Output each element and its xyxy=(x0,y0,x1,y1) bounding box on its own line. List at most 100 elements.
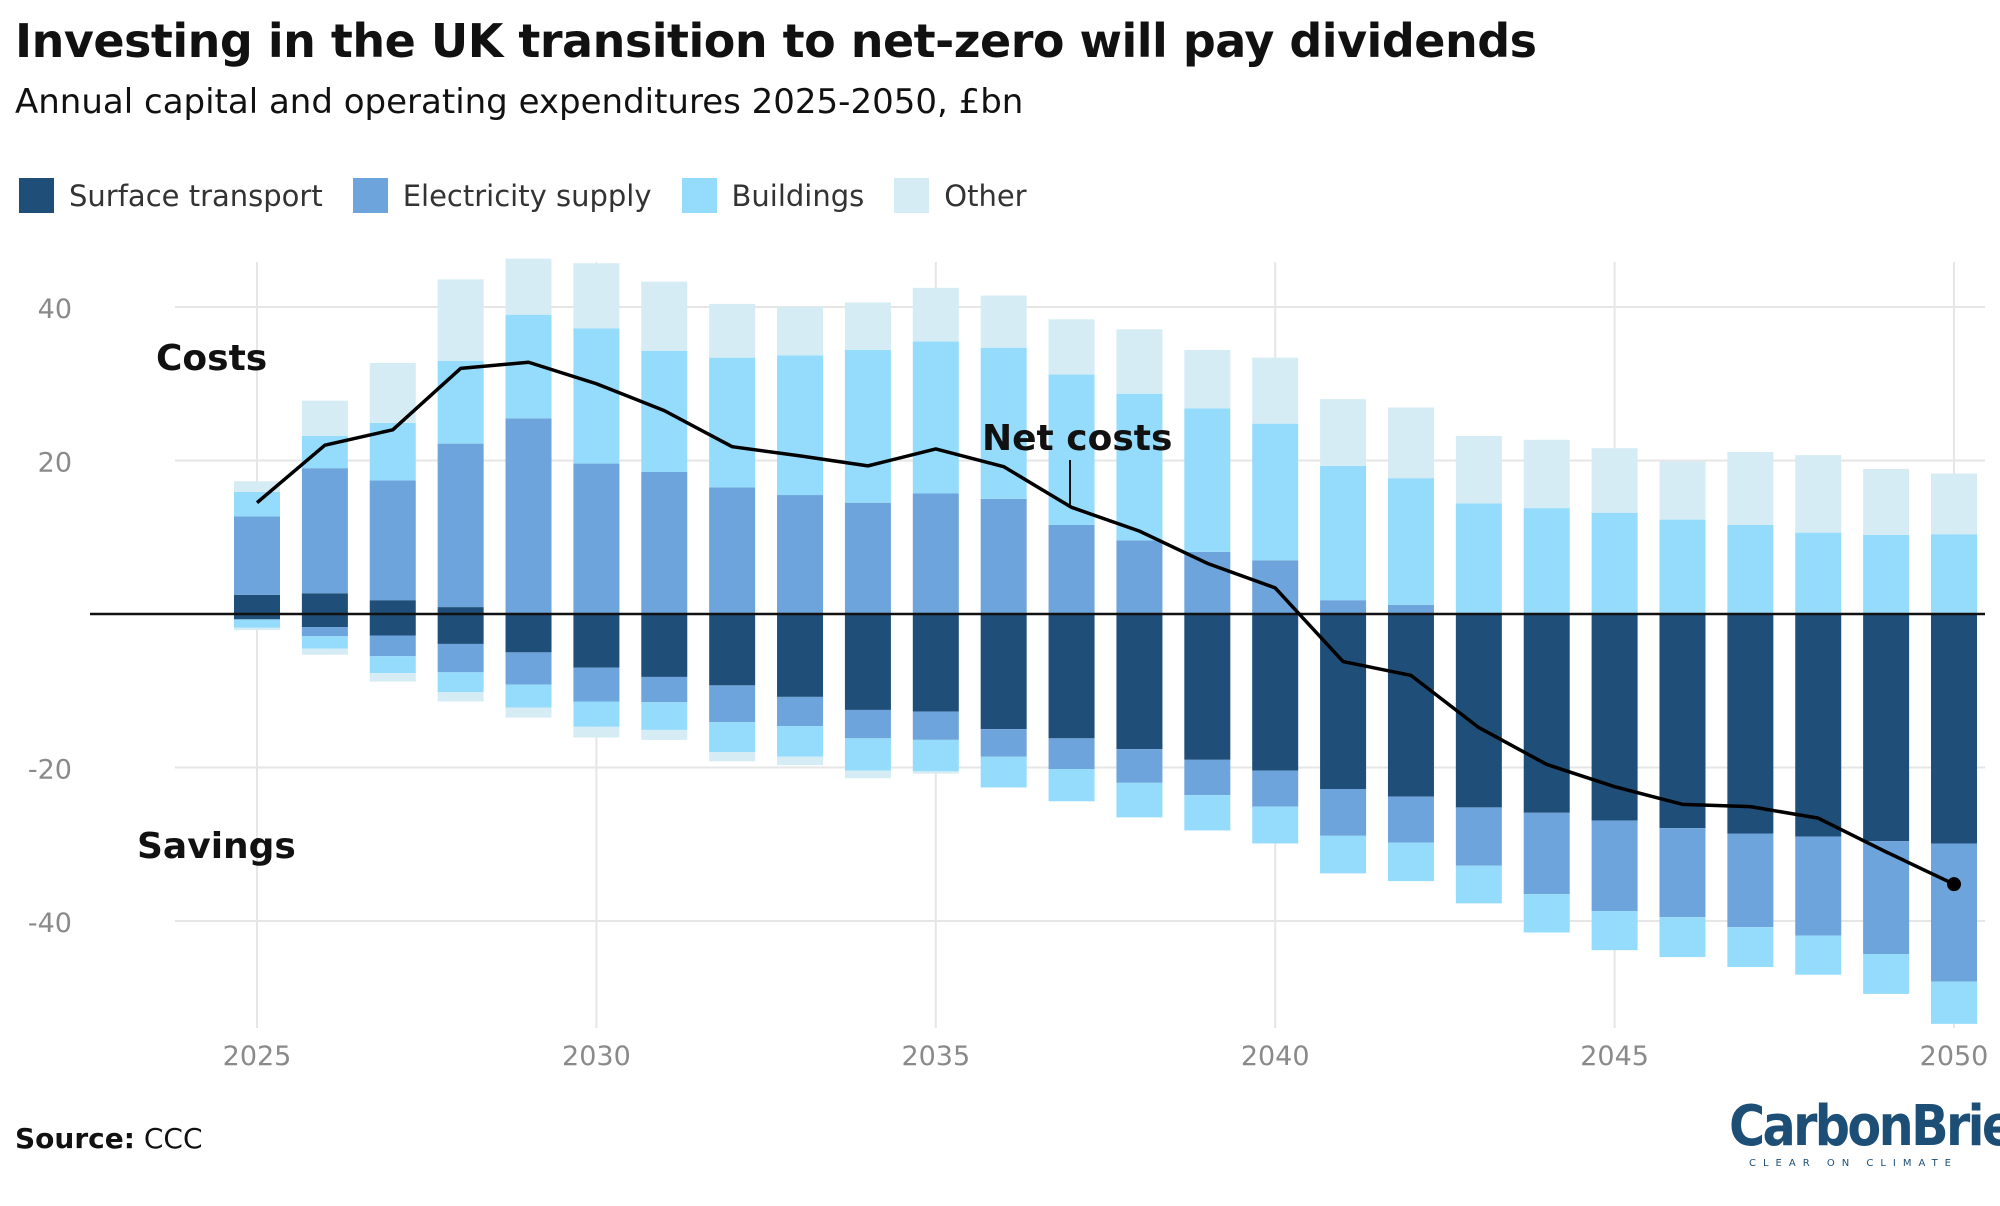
bar-saving-electricity-supply xyxy=(777,696,824,727)
bar-cost-buildings xyxy=(234,491,280,517)
bar-cost-buildings xyxy=(844,349,891,503)
bar-saving-buildings xyxy=(641,702,688,730)
bar-cost-other xyxy=(709,303,756,358)
bar-saving-buildings xyxy=(1931,981,1977,1024)
bar-saving-surface-transport xyxy=(1659,614,1706,829)
bar-saving-buildings xyxy=(1320,835,1367,874)
bar-cost-other xyxy=(1659,461,1706,520)
bar-cost-buildings xyxy=(980,347,1027,499)
net-costs-annotation: Net costs xyxy=(982,418,1172,459)
bar-saving-surface-transport xyxy=(1455,614,1502,808)
bar-cost-other xyxy=(1795,455,1842,533)
source-note: Source: CCC xyxy=(15,1122,203,1155)
bar-cost-electricity-supply xyxy=(980,498,1027,614)
bar-saving-other xyxy=(844,770,891,779)
bar-cost-buildings xyxy=(777,355,824,496)
bar-cost-buildings xyxy=(912,341,959,494)
bar-saving-surface-transport xyxy=(1863,614,1910,842)
bar-cost-electricity-supply xyxy=(573,463,620,614)
bar-cost-buildings xyxy=(1591,512,1638,614)
bar-saving-electricity-supply xyxy=(1591,820,1638,912)
bar-cost-buildings xyxy=(1252,423,1299,561)
legend-item-electricity-supply: Electricity supply xyxy=(352,178,652,213)
bar-saving-electricity-supply xyxy=(1795,836,1842,936)
bar-cost-other xyxy=(505,258,552,315)
bar-saving-surface-transport xyxy=(709,614,756,686)
bar-cost-other xyxy=(1863,468,1910,535)
bar-cost-other xyxy=(641,281,688,351)
bar-saving-buildings xyxy=(844,738,891,771)
bar-saving-electricity-supply xyxy=(980,729,1027,757)
x-tick-label: 2025 xyxy=(223,1041,292,1072)
bar-cost-buildings xyxy=(1863,534,1910,614)
bar-saving-surface-transport xyxy=(1931,614,1977,844)
bar-saving-electricity-supply xyxy=(573,667,620,702)
bar-saving-buildings xyxy=(1455,865,1502,904)
bar-cost-electricity-supply xyxy=(709,487,756,614)
bar-saving-electricity-supply xyxy=(1116,749,1163,783)
bar-cost-buildings xyxy=(1455,503,1502,614)
legend-item-other: Other xyxy=(894,178,1027,213)
bar-cost-electricity-supply xyxy=(505,418,552,614)
net-costs-end-marker xyxy=(1947,877,1961,892)
bar-cost-electricity-supply xyxy=(369,480,416,601)
bar-saving-other xyxy=(641,729,688,740)
bar-cost-other xyxy=(369,363,416,423)
bar-saving-electricity-supply xyxy=(301,627,348,637)
bar-saving-surface-transport xyxy=(1048,614,1095,739)
bar-saving-surface-transport xyxy=(1320,614,1367,789)
bar-cost-other xyxy=(1931,473,1977,535)
bar-cost-buildings xyxy=(1727,524,1774,614)
bar-cost-electricity-supply xyxy=(1048,524,1095,614)
bar-saving-buildings xyxy=(1523,894,1570,933)
bar-cost-buildings xyxy=(709,357,756,488)
bar-saving-surface-transport xyxy=(844,614,891,710)
x-tick-label: 2050 xyxy=(1920,1041,1989,1072)
bar-saving-surface-transport xyxy=(1795,614,1842,837)
bar-cost-buildings xyxy=(1931,534,1977,614)
bar-saving-electricity-supply xyxy=(1659,828,1706,918)
bar-saving-surface-transport xyxy=(912,614,959,712)
y-tick-label: -40 xyxy=(28,908,72,939)
legend-swatch xyxy=(681,178,717,213)
bar-saving-buildings xyxy=(234,619,280,628)
bar-cost-surface-transport xyxy=(369,600,416,614)
y-tick-label: 20 xyxy=(38,448,72,479)
carbonbrief-logo[interactable]: CarbonBrief CLEAR ON CLIMATE xyxy=(1712,1094,2000,1170)
chart-title: Investing in the UK transition to net-ze… xyxy=(15,14,1537,68)
bar-saving-buildings xyxy=(369,656,416,674)
bar-saving-surface-transport xyxy=(505,614,552,653)
bar-saving-buildings xyxy=(1184,795,1231,831)
legend-swatch xyxy=(894,178,930,213)
bar-saving-electricity-supply xyxy=(437,643,484,673)
bar-saving-buildings xyxy=(1727,927,1774,968)
bar-cost-electricity-supply xyxy=(1116,540,1163,614)
bar-cost-buildings xyxy=(573,328,620,464)
bar-saving-buildings xyxy=(505,684,552,708)
bar-saving-electricity-supply xyxy=(1184,759,1231,796)
bar-saving-buildings xyxy=(1387,842,1434,882)
bar-cost-electricity-supply xyxy=(301,468,348,594)
bar-saving-other xyxy=(301,648,348,655)
bar-saving-other xyxy=(777,756,824,766)
bar-saving-buildings xyxy=(1252,806,1299,844)
bar-saving-surface-transport xyxy=(1252,614,1299,771)
bar-saving-buildings xyxy=(1591,911,1638,951)
x-tick-label: 2035 xyxy=(901,1041,970,1072)
bar-saving-surface-transport xyxy=(369,614,416,636)
bar-saving-electricity-supply xyxy=(912,711,959,740)
bar-cost-electricity-supply xyxy=(234,516,280,595)
bar-saving-surface-transport xyxy=(1387,614,1434,797)
bar-saving-buildings xyxy=(1795,935,1842,975)
chart-subtitle: Annual capital and operating expenditure… xyxy=(15,82,1024,122)
bar-cost-other xyxy=(844,302,891,350)
bar-cost-surface-transport xyxy=(234,594,280,614)
logo-wordmark: CarbonBrief xyxy=(1728,1094,2000,1159)
bar-saving-electricity-supply xyxy=(1455,807,1502,866)
y-tick-label: 40 xyxy=(38,294,72,325)
bar-cost-electricity-supply xyxy=(1184,551,1231,614)
bar-saving-other xyxy=(573,726,620,738)
bar-saving-electricity-supply xyxy=(641,676,688,703)
bar-cost-other xyxy=(980,295,1027,348)
